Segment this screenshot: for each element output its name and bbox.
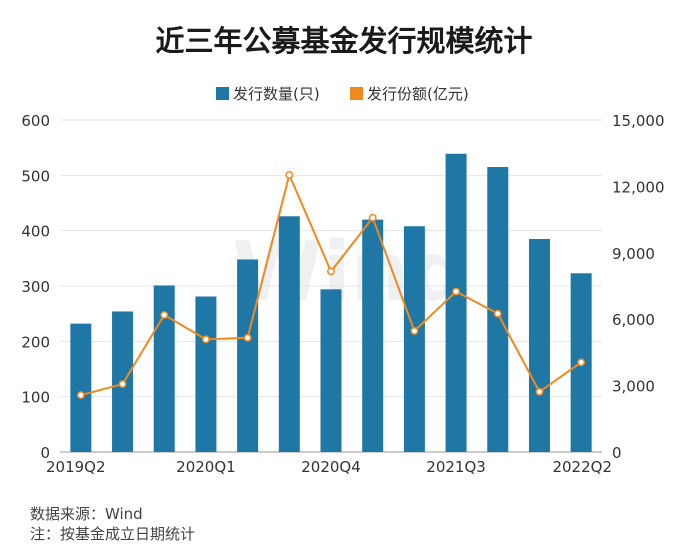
point-2021Q1 [368,213,377,222]
bar-2020Q4 [320,289,342,452]
point-2020Q4 [327,267,335,276]
x-axis-tick-label: 2019Q2 [46,458,106,476]
point-2019Q4 [160,311,169,319]
left-axis-tick-label: 200 [21,333,50,351]
source-note: 数据来源：Wind [30,505,143,523]
legend-label-amount: 发行份额(亿元) [367,85,469,103]
point-2021Q4 [493,309,502,318]
right-axis-ticks: 0 3,000 6,000 9,000 12,000 15,000 [612,112,665,462]
point-2022Q2 [577,358,586,367]
bar-2022Q1 [528,238,550,452]
legend-swatch-count [216,87,229,100]
x-axis-tick-label: 2022Q2 [552,458,612,476]
point-2020Q3 [285,170,294,179]
point-2020Q2 [243,333,252,342]
bar-2021Q4 [487,167,509,453]
x-axis-ticks: 2019Q2 2020Q1 2020Q4 2021Q3 2022Q2 [46,458,612,476]
point-2020Q1 [201,335,210,344]
right-axis-tick-label: 15,000 [612,112,665,130]
chart-title: 近三年公募基金发行规模统计 [155,24,532,58]
point-2021Q2 [410,326,419,335]
right-axis-tick-label: 9,000 [612,245,655,263]
right-axis-tick-label: 0 [612,444,622,462]
left-axis-tick-label: 300 [21,278,50,296]
point-2022Q1 [535,387,544,396]
point-2021Q3 [452,287,461,296]
x-axis-tick-label: 2020Q4 [301,458,361,476]
right-axis-tick-label: 6,000 [612,311,655,329]
bar-2020Q3 [278,216,300,452]
point-2019Q3 [118,380,127,389]
bar-2019Q2 [70,323,92,452]
x-axis-tick-label: 2021Q3 [426,458,486,476]
point-2019Q2 [76,391,85,400]
footnote: 注：按基金成立日期统计 [30,525,195,543]
left-axis-tick-label: 0 [40,444,50,462]
left-axis-tick-label: 600 [21,112,50,130]
left-axis-tick-label: 100 [21,389,50,407]
legend-swatch-amount [350,87,363,100]
bar-2021Q3 [445,153,467,452]
watermark-text: Wind [232,225,468,320]
x-axis-tick-label: 2020Q1 [176,458,236,476]
bar-series [70,153,592,453]
right-axis-tick-label: 3,000 [612,378,655,396]
right-axis-tick-label: 12,000 [612,178,665,196]
bar-2020Q1 [195,296,217,452]
left-axis-tick-label: 500 [21,167,50,185]
bar-2021Q1 [362,219,384,452]
bar-2020Q2 [237,259,259,452]
bar-2021Q2 [403,226,425,452]
bar-2019Q4 [153,285,175,452]
legend: 发行数量(只) 发行份额(亿元) [216,85,469,103]
legend-label-count: 发行数量(只) [233,85,320,103]
line-series [76,170,586,400]
left-axis-tick-label: 400 [21,223,50,241]
left-axis-ticks: 0 100 200 300 400 500 600 [21,112,50,462]
